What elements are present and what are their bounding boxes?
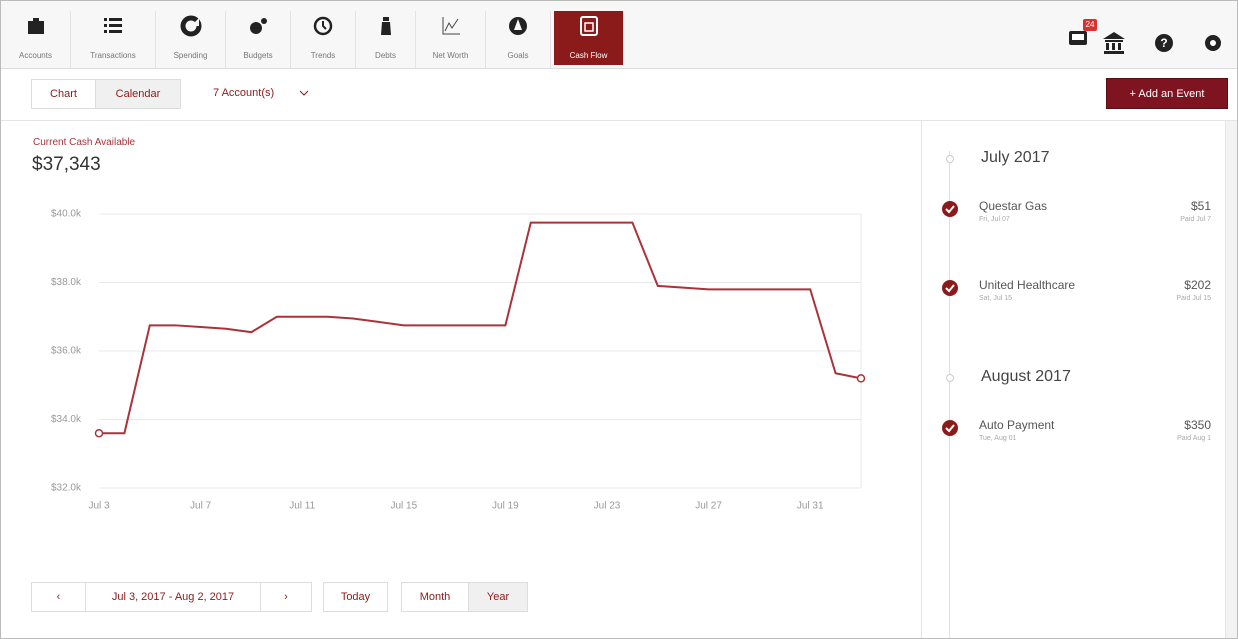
nav-label: Budgets xyxy=(243,51,273,60)
nav-item[interactable]: Trends xyxy=(291,11,356,69)
top-nav: Accounts Transactions Spending Budgets Trend… xyxy=(1,1,1237,69)
nav-label: Transactions xyxy=(90,51,136,60)
event-date: Tue, Aug 01 xyxy=(979,435,1017,442)
nav-icon xyxy=(380,17,391,35)
nav-label: Spending xyxy=(173,51,208,60)
nav-label: Goals xyxy=(507,51,529,60)
nav-item[interactable]: Accounts xyxy=(1,11,71,69)
nav-icon xyxy=(579,16,598,36)
badge: 24 xyxy=(1086,20,1095,29)
x-tick-label: Jul 7 xyxy=(190,501,212,512)
svg-text:?: ? xyxy=(1160,36,1167,50)
event-month: August 2017 xyxy=(981,368,1071,385)
tab-chart[interactable]: Chart xyxy=(31,79,96,109)
tab-calendar[interactable]: Calendar xyxy=(95,79,181,109)
event-date: Sat, Jul 15 xyxy=(979,295,1013,302)
x-tick-label: Jul 15 xyxy=(390,501,417,512)
nav-icon xyxy=(313,16,333,36)
nav-label: Accounts xyxy=(19,51,52,60)
y-tick-label: $40.0k xyxy=(51,209,82,220)
month-dot xyxy=(946,155,954,163)
toolbar xyxy=(1,69,1237,121)
event-name[interactable]: Questar Gas xyxy=(979,199,1048,213)
x-tick-label: Jul 27 xyxy=(695,501,722,512)
chart: $32.0k $34.0k $36.0k $38.0k $40.0k Jul 3 Jul 7… xyxy=(51,209,866,512)
x-tick-label: Jul 31 xyxy=(797,501,824,512)
event-status: Paid Aug 1 xyxy=(1177,435,1211,442)
x-tick-label: Jul 19 xyxy=(492,501,519,512)
event-status: Paid Jul 15 xyxy=(1176,295,1211,302)
nav-item[interactable]: Goals xyxy=(486,11,551,69)
nav-item[interactable]: Transactions xyxy=(71,11,156,69)
badge-bg xyxy=(1083,19,1097,31)
event-name[interactable]: Auto Payment xyxy=(979,418,1055,432)
nav-item[interactable]: Net Worth xyxy=(416,11,486,69)
summary-label: Current Cash Available xyxy=(33,137,136,148)
help-icon[interactable] xyxy=(1155,34,1173,52)
x-tick-label: Jul 23 xyxy=(594,501,621,512)
nav-icon xyxy=(250,18,267,34)
event-date: Fri, Jul 07 xyxy=(979,216,1010,223)
nav-icon xyxy=(180,15,201,37)
y-tick-label: $34.0k xyxy=(51,414,82,425)
date-range[interactable]: Jul 3, 2017 - Aug 2, 2017 xyxy=(85,582,261,612)
nav-icon xyxy=(442,17,460,35)
event-amount: $202 xyxy=(1184,278,1211,292)
header-icons: 24 ? xyxy=(1069,19,1221,54)
year-button[interactable]: Year xyxy=(468,582,528,612)
event-amount: $350 xyxy=(1184,418,1211,432)
nav-item[interactable]: Cash Flow xyxy=(554,11,624,65)
paid-check xyxy=(942,201,958,217)
cash-line xyxy=(99,221,862,435)
y-tick-label: $38.0k xyxy=(51,277,82,288)
event-amount: $51 xyxy=(1190,199,1211,213)
nav-label: Net Worth xyxy=(432,51,469,60)
end-point xyxy=(94,428,104,438)
nav-icon xyxy=(27,18,44,34)
event-status: Paid Jul 7 xyxy=(1180,216,1211,223)
timeline xyxy=(949,151,950,638)
dropdown-chevron xyxy=(299,90,309,96)
nav-item[interactable]: Spending xyxy=(156,11,226,69)
month-button[interactable]: Month xyxy=(401,582,469,612)
prev-button[interactable]: ‹ xyxy=(31,582,86,612)
nav-icon xyxy=(104,18,122,33)
x-tick-label: Jul 3 xyxy=(88,501,110,512)
x-tick-label: Jul 11 xyxy=(289,501,315,512)
nav-label: Cash Flow xyxy=(569,51,608,60)
y-tick-label: $32.0k xyxy=(51,483,82,494)
add-event-button[interactable]: + Add an Event xyxy=(1106,78,1228,109)
accounts-dropdown[interactable]: 7 Account(s) xyxy=(213,87,275,99)
end-point xyxy=(856,374,866,383)
next-button[interactable]: › xyxy=(260,582,312,612)
nav-item[interactable]: Debts xyxy=(356,11,416,69)
event-name[interactable]: United Healthcare xyxy=(979,278,1076,292)
nav-label: Trends xyxy=(310,51,336,60)
event-month: July 2017 xyxy=(981,149,1050,166)
month-dot xyxy=(946,374,954,382)
bank-icon[interactable] xyxy=(1103,32,1125,54)
paid-check xyxy=(942,420,958,436)
summary-amount: $37,343 xyxy=(32,154,101,175)
y-tick-label: $36.0k xyxy=(51,346,82,357)
panel-divider xyxy=(921,121,922,638)
nav-icon xyxy=(509,17,527,35)
nav-item[interactable]: Budgets xyxy=(226,11,291,69)
nav-label: Debts xyxy=(375,51,396,60)
today-button[interactable]: Today xyxy=(323,582,388,612)
paid-check xyxy=(942,280,958,296)
scrollbar xyxy=(1225,121,1237,638)
